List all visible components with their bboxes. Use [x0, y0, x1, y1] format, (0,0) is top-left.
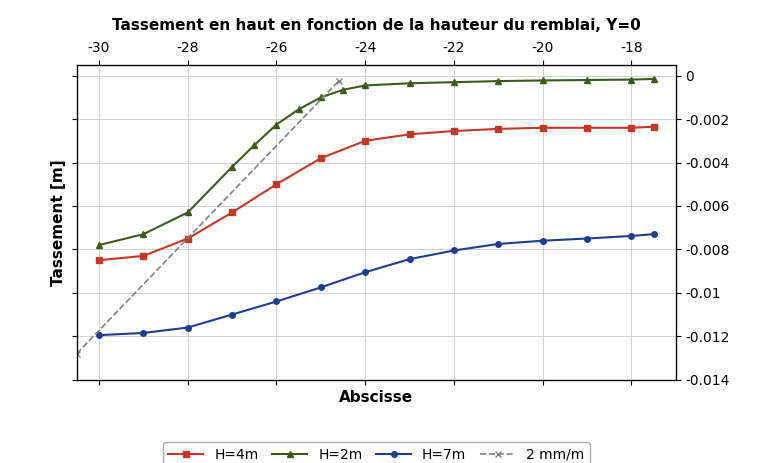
H=2m [339, 87, 348, 93]
H=2m [294, 106, 303, 112]
H=7m [538, 238, 548, 244]
Line: H=4m: H=4m [96, 124, 657, 263]
Line: H=2m: H=2m [96, 76, 657, 248]
H=7m [361, 269, 370, 275]
H=2m [494, 78, 503, 84]
H=4m [183, 236, 192, 241]
H=4m [361, 138, 370, 144]
H=4m [139, 253, 148, 259]
H=2m [94, 242, 104, 248]
H=7m [94, 332, 104, 338]
H=2m [361, 83, 370, 88]
Title: Tassement en haut en fonction de la hauteur du remblai, Y=0: Tassement en haut en fonction de la haut… [112, 18, 641, 33]
H=4m [538, 125, 548, 131]
H=7m [494, 241, 503, 247]
H=2m [627, 77, 636, 82]
H=2m [582, 77, 591, 83]
H=7m [183, 325, 192, 330]
H=2m [649, 76, 658, 81]
H=4m [449, 128, 458, 134]
H=4m [272, 181, 281, 187]
H=7m [139, 330, 148, 336]
X-axis label: Abscisse: Abscisse [339, 390, 413, 405]
H=4m [405, 131, 414, 137]
Line: H=7m: H=7m [96, 232, 657, 338]
H=4m [627, 125, 636, 131]
H=7m [316, 285, 326, 290]
H=2m [139, 232, 148, 237]
H=4m [582, 125, 591, 131]
H=7m [627, 233, 636, 239]
H=4m [316, 156, 326, 161]
H=4m [649, 124, 658, 130]
H=4m [227, 210, 237, 215]
H=7m [649, 232, 658, 237]
Legend: H=4m, H=2m, H=7m, 2 mm/m: H=4m, H=2m, H=7m, 2 mm/m [163, 442, 590, 463]
Y-axis label: Tassement [m]: Tassement [m] [51, 159, 66, 286]
H=2m [538, 78, 548, 83]
H=2m [272, 122, 281, 127]
H=7m [449, 248, 458, 253]
H=7m [405, 257, 414, 262]
H=2m [227, 164, 237, 169]
H=4m [94, 257, 104, 263]
H=7m [582, 236, 591, 241]
H=7m [272, 299, 281, 304]
H=4m [494, 126, 503, 131]
H=2m [250, 143, 259, 148]
H=2m [449, 80, 458, 85]
H=2m [316, 94, 326, 100]
H=2m [405, 81, 414, 86]
H=2m [183, 210, 192, 215]
H=7m [227, 312, 237, 317]
